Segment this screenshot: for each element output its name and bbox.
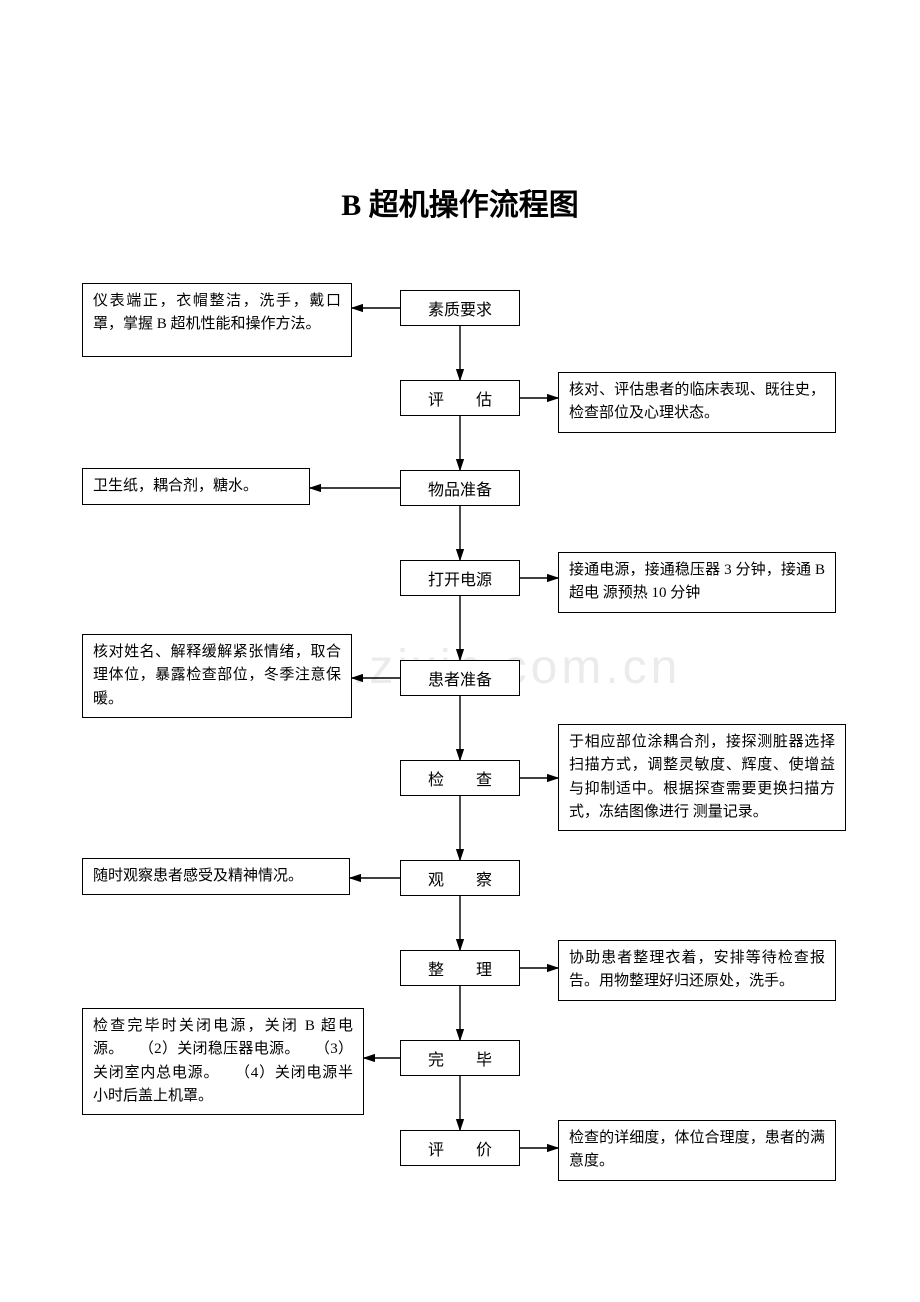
anno-exam: 于相应部位涂耦合剂，接探测脏器选择扫描方式，调整灵敏度、辉度、使增益与抑制适中。… (558, 724, 846, 831)
node-exam: 检 查 (400, 760, 520, 796)
node-patient-prep: 患者准备 (400, 660, 520, 696)
node-power-on: 打开电源 (400, 560, 520, 596)
anno-power-on: 接通电源，接通稳压器 3 分钟，接通 B 超电 源预热 10 分钟 (558, 552, 836, 613)
anno-evaluate: 检查的详细度，体位合理度，患者的满意度。 (558, 1120, 836, 1181)
node-finish: 完 毕 (400, 1040, 520, 1076)
node-tidy: 整 理 (400, 950, 520, 986)
anno-tidy: 协助患者整理衣着，安排等待检查报告。用物整理好归还原处，洗手。 (558, 940, 836, 1001)
anno-observe: 随时观察患者感受及精神情况。 (82, 858, 350, 895)
node-prepare-items: 物品准备 (400, 470, 520, 506)
page-title: B 超机操作流程图 (0, 180, 920, 224)
node-assess: 评 估 (400, 380, 520, 416)
anno-assess: 核对、评估患者的临床表现、既往史，检查部位及心理状态。 (558, 372, 836, 433)
anno-finish: 检查完毕时关闭电源，关闭 B 超电源。 （2）关闭稳压器电源。 （3）关闭室内总… (82, 1008, 364, 1115)
node-quality-req: 素质要求 (400, 290, 520, 326)
node-evaluate: 评 价 (400, 1130, 520, 1166)
anno-patient-prep: 核对姓名、解释缓解紧张情绪，取合理体位，暴露检查部位，冬季注意保暖。 (82, 634, 352, 718)
anno-quality-req: 仪表端正，衣帽整洁，洗手，戴口罩，掌握 B 超机性能和操作方法。 (82, 283, 352, 357)
anno-prepare-items: 卫生纸，耦合剂，糖水。 (82, 468, 310, 505)
node-observe: 观 察 (400, 860, 520, 896)
